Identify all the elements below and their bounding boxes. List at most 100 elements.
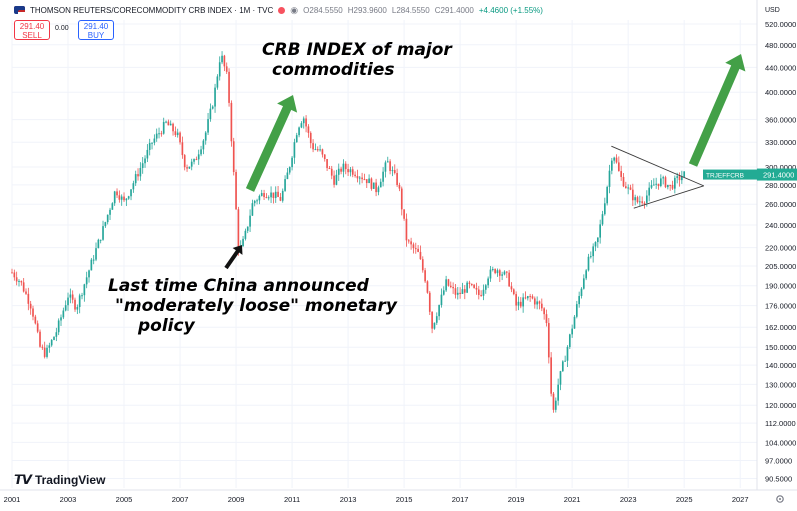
- candle-body: [636, 197, 639, 203]
- candle-body: [146, 149, 149, 159]
- candle-body: [389, 161, 391, 172]
- candle-body: [158, 133, 160, 135]
- candle-body: [608, 170, 611, 187]
- candle-body: [209, 108, 212, 120]
- sell-price: 291.40: [19, 22, 45, 31]
- candle-body: [510, 286, 513, 290]
- candle-body: [20, 280, 23, 283]
- candle-body: [522, 297, 524, 307]
- candle-body: [48, 345, 51, 348]
- candle-body: [533, 298, 536, 305]
- candle-body: [433, 322, 436, 329]
- symbol-header: THOMSON REUTERS/CORECOMMODITY CRB INDEX …: [0, 0, 760, 20]
- candle-body: [596, 237, 599, 243]
- candle-body: [76, 306, 79, 310]
- candle-body: [470, 283, 473, 285]
- candle-body: [106, 214, 109, 223]
- sell-button[interactable]: 291.40 SELL: [14, 20, 50, 40]
- last-price-tag-bg: [757, 168, 797, 181]
- candle-body: [426, 281, 429, 293]
- candle-body: [137, 174, 139, 177]
- candle-body: [92, 259, 95, 261]
- price-tick-label: 104.0000: [765, 438, 796, 447]
- candle-body: [428, 292, 431, 312]
- candle-body: [652, 184, 655, 186]
- candle-body: [575, 304, 578, 317]
- tradingview-logo-text: TradingView: [34, 473, 106, 487]
- price-tick-label: 360.0000: [765, 116, 796, 125]
- time-tick-label: 2017: [452, 495, 469, 504]
- candle-body: [526, 296, 529, 299]
- price-axis[interactable]: USD 520.0000 480.0000 440.0000 400.0000 360.0…: [703, 0, 797, 490]
- candle-body: [351, 169, 354, 175]
- candle-body: [235, 172, 237, 210]
- candle-body: [466, 282, 468, 293]
- symbol-title[interactable]: THOMSON REUTERS/CORECOMMODITY CRB INDEX …: [30, 5, 274, 15]
- candle-body: [475, 287, 478, 290]
- candle-body: [11, 272, 13, 274]
- candle-body: [410, 241, 412, 245]
- candle-body: [230, 102, 233, 142]
- buy-button[interactable]: 291.40 BUY: [78, 20, 114, 40]
- candle-body: [207, 119, 209, 133]
- candle-body: [487, 278, 489, 286]
- candle-body: [524, 297, 527, 299]
- candle-body: [57, 320, 60, 333]
- candle-body: [309, 132, 312, 144]
- candle-body: [302, 118, 305, 124]
- candle-body: [312, 143, 314, 150]
- candle-body: [13, 272, 16, 278]
- candle-body: [263, 193, 265, 198]
- candle-body: [139, 167, 142, 177]
- candle-body: [174, 131, 177, 136]
- candle-body: [601, 214, 604, 225]
- candle-body: [480, 294, 482, 296]
- candle-body: [438, 305, 440, 317]
- candle-body: [582, 278, 585, 289]
- candle-body: [99, 239, 102, 241]
- price-tick-label: 300.0000: [765, 163, 796, 172]
- time-tick-label: 2023: [620, 495, 637, 504]
- candle-body: [515, 294, 517, 306]
- candle-body: [179, 132, 181, 143]
- candle-body: [15, 277, 18, 282]
- tradingview-logo[interactable]: 𝙏𝙑 TradingView: [14, 472, 105, 488]
- candle-body: [624, 186, 627, 188]
- candle-body: [477, 289, 480, 295]
- gear-icon[interactable]: [776, 495, 784, 503]
- candle-body: [589, 256, 592, 258]
- candle-body: [508, 272, 510, 287]
- candle-body: [214, 87, 216, 107]
- candle-body: [557, 384, 559, 401]
- candle-body: [363, 179, 366, 181]
- candle-body: [431, 311, 433, 329]
- candle-body: [419, 251, 422, 260]
- candle-body: [22, 282, 25, 292]
- candle-body: [638, 201, 641, 203]
- annotation-title-line1: CRB INDEX of major: [262, 40, 452, 60]
- candle-body: [403, 209, 405, 219]
- candle-body: [279, 196, 282, 201]
- candle-body: [641, 201, 644, 203]
- eye-icon[interactable]: ◉: [290, 4, 299, 15]
- candle-body: [398, 185, 401, 189]
- candle-body: [272, 192, 275, 198]
- candle-body: [293, 142, 296, 158]
- candle-body: [655, 183, 658, 185]
- candle-body: [578, 296, 580, 305]
- candle-body: [631, 189, 634, 201]
- annotation-note-line3: policy: [138, 316, 195, 336]
- candle-body: [421, 259, 424, 271]
- candle-body: [370, 178, 373, 189]
- candle-body: [461, 289, 464, 295]
- ohlc-close: C291.4000: [434, 5, 474, 15]
- candle-body: [573, 316, 576, 329]
- candle-body: [396, 173, 398, 186]
- candle-body: [242, 238, 244, 247]
- candle-body: [340, 168, 342, 172]
- time-axis[interactable]: 2001 2003 2005 2007 2009 2011 2013 2015 2017 2019…: [0, 489, 797, 504]
- price-tick-label: 130.0000: [765, 380, 796, 389]
- candle-body: [69, 294, 72, 298]
- annotation-note-line1: Last time China announced: [108, 276, 369, 296]
